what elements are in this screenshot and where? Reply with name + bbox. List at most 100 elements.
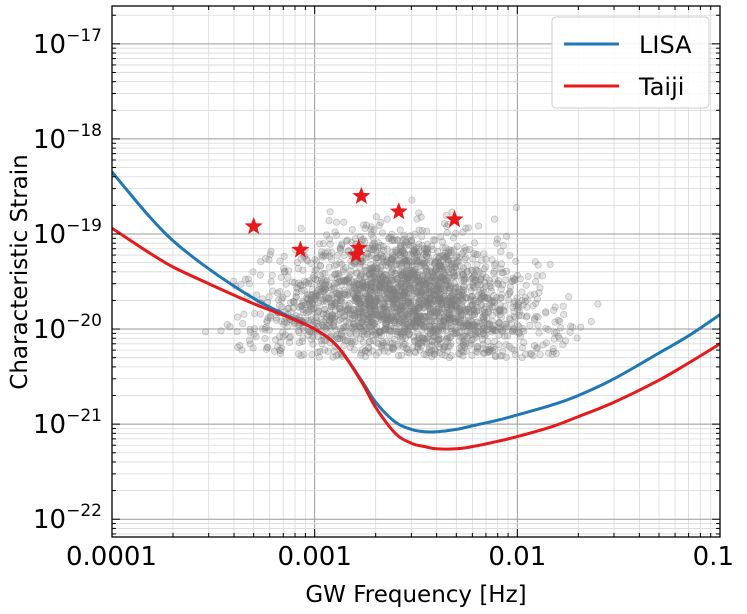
scatter-point	[468, 351, 476, 359]
scatter-point	[567, 322, 575, 330]
scatter-point	[352, 329, 360, 337]
scatter-point	[531, 258, 539, 266]
scatter-point	[454, 257, 462, 265]
scatter-point	[424, 348, 432, 356]
scatter-point	[299, 266, 307, 274]
scatter-point	[411, 337, 419, 345]
scatter-point	[429, 329, 438, 337]
scatter-point	[390, 295, 399, 304]
scatter-point	[402, 319, 410, 327]
scatter-point	[371, 304, 379, 312]
scatter-point	[276, 257, 284, 265]
scatter-point	[443, 335, 451, 343]
scatter-point	[201, 328, 210, 336]
scatter-point	[508, 277, 516, 285]
scatter-point	[397, 327, 406, 335]
scatter-point	[372, 268, 380, 276]
scatter-point	[533, 272, 541, 280]
scatter-point	[506, 251, 514, 259]
scatter-point	[526, 321, 534, 329]
scatter-point	[384, 317, 392, 326]
scatter-point	[452, 303, 460, 311]
scatter-point	[413, 215, 421, 223]
scatter-point	[408, 238, 416, 246]
scatter-point	[397, 302, 405, 310]
scatter-point	[415, 304, 423, 312]
scatter-point	[522, 350, 530, 358]
scatter-point	[410, 333, 418, 341]
scatter-point	[308, 286, 316, 294]
scatter-point	[551, 318, 559, 326]
scatter-point	[474, 222, 483, 230]
scatter-point	[334, 310, 342, 318]
scatter-point	[348, 311, 356, 319]
scatter-point	[252, 333, 260, 341]
scatter-point	[427, 288, 435, 296]
legend: LISA Taiji	[551, 16, 710, 109]
scatter-point	[493, 239, 501, 247]
scatter-point	[442, 253, 450, 262]
scatter-point	[313, 257, 321, 265]
scatter-point	[454, 296, 462, 304]
scatter-point	[398, 271, 406, 279]
scatter-point	[467, 308, 475, 316]
scatter-point	[333, 270, 341, 278]
scatter-point	[531, 342, 539, 350]
scatter-point	[421, 320, 429, 328]
scatter-point	[264, 343, 272, 351]
scatter-point	[357, 271, 365, 279]
scatter-point	[419, 336, 427, 344]
scatter-point	[495, 306, 503, 314]
scatter-point	[414, 336, 422, 344]
scatter-point	[409, 305, 418, 313]
scatter-point	[341, 276, 349, 284]
scatter-point	[392, 291, 400, 299]
scatter-point	[422, 292, 430, 300]
scatter-point	[456, 319, 464, 327]
scatter-point	[480, 250, 488, 258]
scatter-point	[432, 328, 440, 336]
scatter-point	[488, 317, 496, 325]
scatter-point	[426, 264, 435, 272]
scatter-point	[319, 310, 327, 318]
scatter-point	[455, 309, 463, 317]
scatter-point	[371, 304, 380, 312]
scatter-point	[538, 272, 547, 280]
scatter-point	[394, 320, 402, 328]
scatter-point	[463, 268, 471, 276]
scatter-point	[427, 294, 435, 302]
scatter-point	[398, 272, 406, 280]
scatter-point	[407, 280, 415, 288]
scatter-point	[408, 196, 416, 204]
scatter-point	[414, 340, 422, 348]
scatter-point	[373, 288, 381, 296]
scatter-point	[461, 275, 469, 283]
scatter-point	[404, 267, 412, 275]
scatter-point	[417, 288, 426, 296]
scatter-point	[450, 329, 458, 337]
scatter-point	[404, 326, 412, 334]
scatter-point	[376, 294, 384, 302]
scatter-point	[429, 295, 437, 303]
scatter-point	[369, 302, 377, 310]
scatter-point	[409, 343, 417, 352]
scatter-point	[511, 275, 519, 283]
scatter-point	[381, 306, 389, 314]
scatter-point	[486, 346, 494, 354]
scatter-point	[423, 227, 431, 235]
scatter-point	[379, 338, 387, 346]
scatter-point	[390, 335, 399, 344]
x-axis-title: GW Frequency [Hz]	[305, 582, 526, 608]
scatter-point	[369, 241, 377, 249]
scatter-point	[440, 318, 448, 326]
scatter-point	[427, 286, 435, 294]
scatter-point	[312, 295, 320, 303]
scatter-point	[393, 300, 401, 308]
scatter-point	[359, 283, 367, 291]
scatter-point	[398, 330, 406, 338]
scatter-point	[360, 327, 368, 335]
scatter-point	[499, 242, 507, 250]
scatter-point	[446, 316, 454, 324]
scatter-point	[368, 269, 376, 277]
scatter-point	[465, 308, 473, 316]
